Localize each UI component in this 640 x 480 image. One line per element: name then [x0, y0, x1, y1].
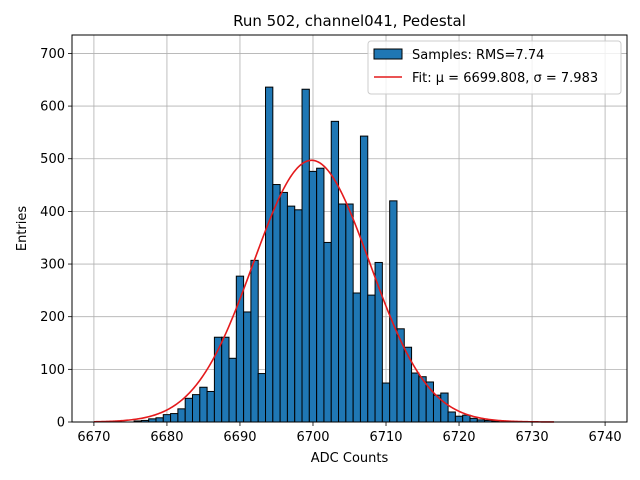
histogram-bar — [469, 417, 478, 423]
histogram-bar — [221, 336, 230, 423]
histogram-bar — [440, 392, 449, 423]
histogram-bar — [301, 88, 310, 423]
x-tick-label: 6710 — [369, 430, 402, 445]
y-tick-label: 500 — [40, 152, 65, 167]
histogram-bar — [155, 417, 164, 423]
histogram-bar — [243, 311, 252, 423]
legend-box — [367, 40, 622, 95]
y-tick-label: 0 — [57, 416, 65, 431]
y-tick-label: 700 — [40, 47, 65, 62]
histogram-bar — [352, 292, 361, 423]
histogram-bar — [454, 415, 464, 423]
bars-layer — [133, 86, 500, 423]
chart-title: Run 502, channel041, Pedestal — [233, 12, 466, 30]
histogram-bar — [381, 382, 391, 423]
x-tick-label: 6700 — [296, 430, 329, 445]
histogram-bar — [462, 414, 471, 423]
x-tick-label: 6720 — [442, 430, 475, 445]
histogram-bar — [265, 86, 274, 423]
histogram-bar — [367, 294, 376, 423]
histogram-bar — [316, 167, 325, 423]
plot-frame — [71, 34, 628, 423]
histogram-bar — [323, 241, 332, 423]
y-tick-label: 300 — [40, 258, 65, 273]
histogram-bar — [170, 413, 179, 423]
x-tick-label: 6670 — [77, 430, 110, 445]
histogram-bar — [396, 328, 405, 423]
histogram-bar — [286, 205, 296, 423]
legend-histogram-swatch — [373, 48, 403, 60]
y-tick-label: 100 — [40, 363, 65, 378]
histogram-bar — [447, 411, 456, 423]
histogram-bar — [177, 408, 186, 423]
ticks-layer: 6670 6680 6690 6700 6710 6720 6730 6740 0 100 200 3… — [40, 47, 621, 445]
histogram-bar — [330, 120, 340, 423]
histogram-bar — [250, 259, 259, 423]
x-tick-label: 6680 — [150, 430, 183, 445]
histogram-bar — [184, 397, 193, 423]
histogram-bar — [345, 203, 354, 423]
y-axis-label: Entries — [15, 206, 30, 252]
gaussian-fit-line — [93, 159, 554, 423]
x-tick-label: 6740 — [589, 430, 622, 445]
histogram-bar — [279, 191, 288, 423]
x-axis-label: ADC Counts — [311, 451, 389, 466]
legend: Samples: RMS=7.74 Fit: μ = 6699.808, σ =… — [367, 40, 622, 95]
y-tick-label: 600 — [40, 100, 65, 115]
histogram-bar — [389, 200, 398, 423]
y-tick-label: 200 — [40, 310, 65, 325]
histogram-bar — [228, 357, 237, 423]
legend-fit-sep: , — [525, 71, 533, 86]
legend-fit-label: Fit: μ = 6699.808, σ = 7.983 — [412, 71, 598, 86]
legend-fit-sigma: σ = 7.983 — [534, 71, 599, 86]
histogram-bar — [359, 135, 369, 423]
histogram-bar — [257, 373, 267, 423]
histogram-bar — [199, 386, 208, 423]
y-tick-label: 400 — [40, 205, 65, 220]
histogram-bar — [338, 203, 347, 423]
x-tick-label: 6690 — [223, 430, 256, 445]
x-tick-label: 6730 — [516, 430, 549, 445]
fit-layer — [93, 159, 554, 423]
legend-fit-prefix: Fit: — [412, 71, 436, 86]
histogram-bar — [411, 372, 420, 423]
histogram-bar — [308, 170, 318, 423]
legend-fit-mu: μ = 6699.808 — [436, 71, 525, 86]
legend-histogram-label: Samples: RMS=7.74 — [412, 48, 544, 63]
histogram-bar — [191, 394, 201, 423]
histogram-bar — [272, 184, 281, 423]
histogram-bar — [294, 209, 303, 423]
histogram-bar — [206, 390, 215, 423]
histogram-bar — [162, 414, 172, 423]
